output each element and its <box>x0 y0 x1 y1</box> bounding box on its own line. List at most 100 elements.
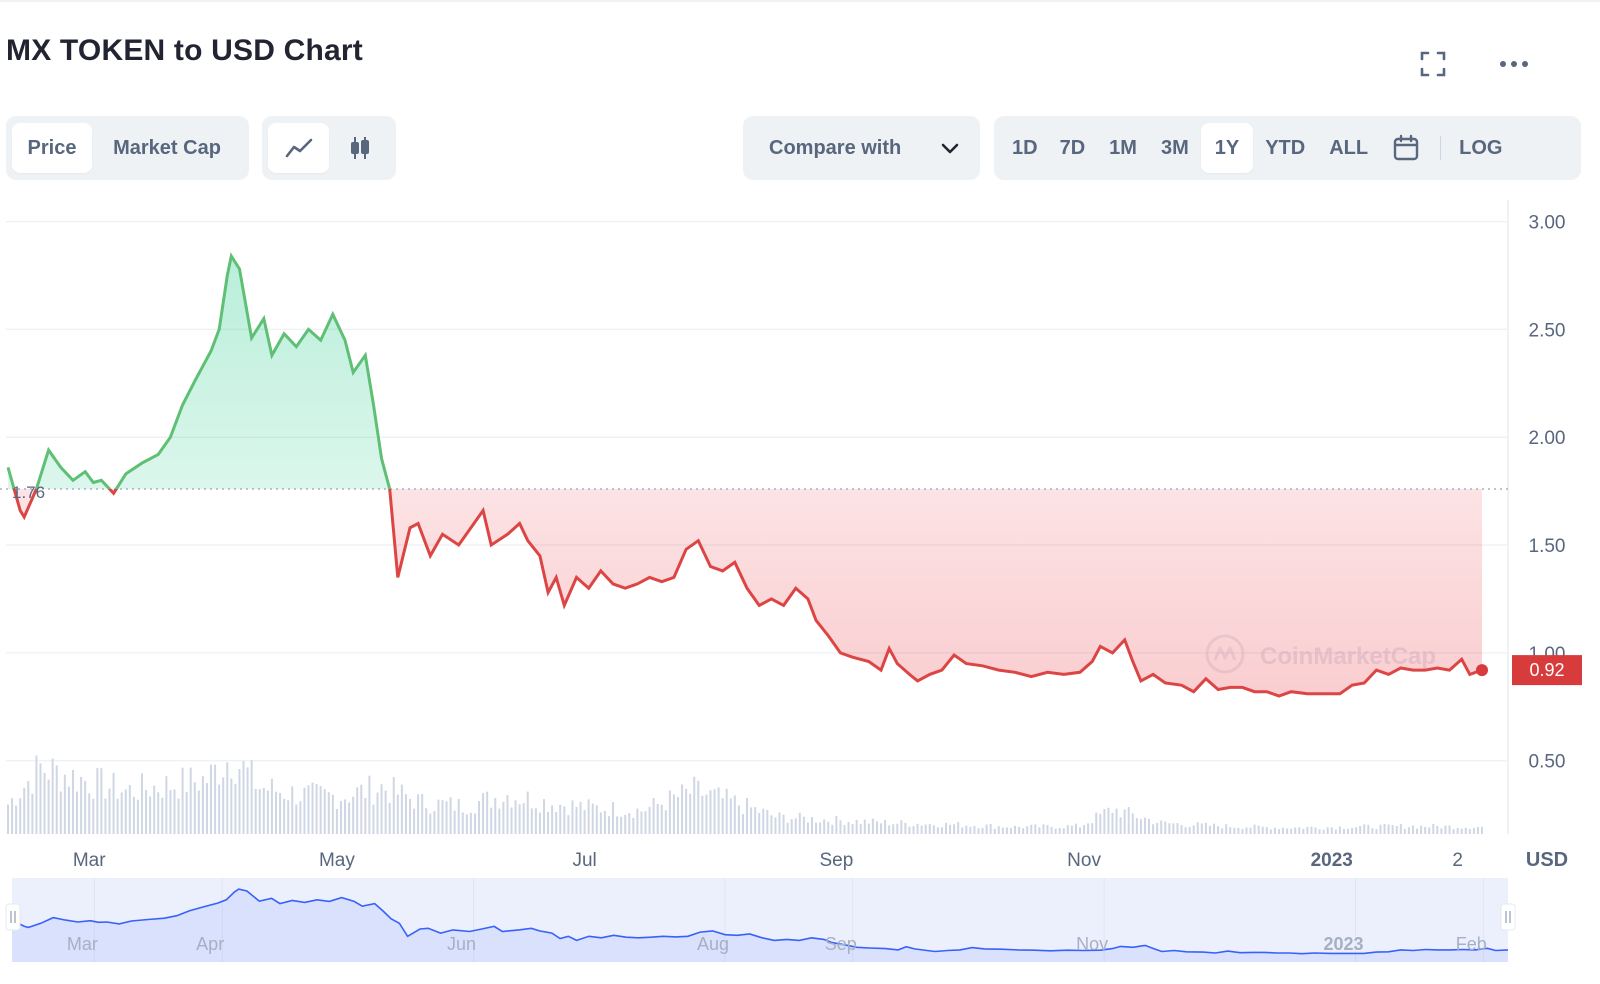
navigator-handle-left[interactable] <box>5 903 21 931</box>
volume-bar <box>802 816 805 834</box>
volume-bar <box>591 803 594 834</box>
volume-bar <box>1115 808 1118 834</box>
volume-bar <box>1424 827 1427 834</box>
volume-bar <box>1001 827 1004 834</box>
volume-bar <box>1261 826 1264 834</box>
range-3m[interactable]: 3M <box>1160 136 1189 159</box>
volume-bar <box>1180 824 1183 834</box>
volume-bar <box>993 828 996 834</box>
volume-bar <box>400 784 403 834</box>
tab-price[interactable]: Price <box>12 123 92 173</box>
volume-bar <box>1030 824 1033 834</box>
volume-bar <box>892 824 895 834</box>
volume-bar <box>543 799 545 834</box>
volume-bar <box>847 821 850 834</box>
compare-dropdown[interactable]: Compare with <box>743 116 980 180</box>
volume-bar <box>977 828 980 834</box>
volume-bar <box>957 822 960 834</box>
volume-bar <box>607 816 610 834</box>
volume-bar <box>67 786 70 834</box>
volume-bar <box>583 810 586 834</box>
range-1d[interactable]: 1D <box>1012 136 1038 159</box>
tab-market-cap[interactable]: Market Cap <box>113 136 221 159</box>
volume-bar <box>579 801 582 834</box>
volume-bar <box>1111 812 1114 834</box>
range-1m[interactable]: 1M <box>1109 136 1137 159</box>
volume-bar <box>210 764 213 834</box>
volume-bar <box>819 822 822 834</box>
volume-bar <box>896 823 899 834</box>
volume-bar <box>534 808 537 834</box>
volume-bar <box>750 807 753 834</box>
volume-bar <box>677 797 679 834</box>
volume-bar <box>494 798 497 834</box>
volume-bar <box>737 805 740 834</box>
volume-bar <box>132 796 135 834</box>
navigator-window[interactable] <box>12 878 1508 962</box>
y-tick-label: 2.00 <box>1529 428 1566 449</box>
volume-bar <box>307 785 310 834</box>
fullscreen-icon[interactable] <box>1413 44 1453 84</box>
volume-bar <box>1273 827 1276 834</box>
volume-bar <box>145 790 148 834</box>
volume-bar <box>1363 824 1366 834</box>
navigator-handle-right[interactable] <box>1500 903 1516 931</box>
volume-bar <box>1087 823 1090 834</box>
volume-bar <box>1070 825 1073 834</box>
volume-bar <box>859 823 862 834</box>
more-horizontal-icon[interactable] <box>1494 44 1534 84</box>
log-toggle[interactable]: LOG <box>1459 136 1503 159</box>
navigator-tick-label: Mar <box>67 934 98 954</box>
y-tick-labels: 0.50 1.00 1.50 2.00 2.50 3.00 <box>1529 213 1566 773</box>
candlestick-button[interactable] <box>329 123 390 173</box>
volume-bar <box>648 806 651 834</box>
volume-bar <box>880 823 883 834</box>
price-line-down <box>12 488 1483 698</box>
range-all[interactable]: ALL <box>1329 136 1369 159</box>
volume-bar <box>279 792 282 834</box>
volume-bar <box>254 788 257 834</box>
volume-bar <box>851 823 854 834</box>
volume-bar <box>384 790 387 834</box>
line-chart-button[interactable] <box>268 123 329 173</box>
volume-bar <box>953 824 956 834</box>
area-fill-down <box>8 488 1482 696</box>
gridlines <box>6 220 1508 762</box>
volume-bar <box>124 789 127 834</box>
volume-bar <box>599 812 602 834</box>
volume-bar <box>693 776 696 834</box>
y-tick-label: 0.50 <box>1529 752 1566 773</box>
range-7d[interactable]: 7D <box>1059 136 1086 159</box>
volume-bar <box>668 790 671 834</box>
volume-bar <box>1359 825 1362 834</box>
navigator-tick-label: 2023 <box>1323 934 1363 954</box>
volume-bar <box>571 800 574 834</box>
volume-bar <box>1156 822 1159 834</box>
volume-bar <box>1330 827 1333 834</box>
volume-bar <box>380 784 383 834</box>
volume-bar <box>1420 825 1423 834</box>
volume-bar <box>404 794 407 834</box>
volume-bar <box>863 819 866 834</box>
calendar-button[interactable] <box>1380 123 1432 173</box>
volume-bar <box>1383 823 1386 834</box>
volume-bar <box>636 808 639 834</box>
volume-bar <box>1172 823 1175 834</box>
volume-bar <box>116 798 119 834</box>
volume-bar <box>1042 824 1045 834</box>
volume-bar <box>811 817 813 834</box>
volume-bar <box>413 808 416 834</box>
volume-bar <box>908 826 911 834</box>
range-ytd[interactable]: YTD <box>1265 136 1306 159</box>
volume-bar <box>1286 828 1289 834</box>
volume-bar <box>985 824 988 834</box>
volume-bar <box>518 804 521 834</box>
range-1y[interactable]: 1Y <box>1200 123 1254 173</box>
volume-bar <box>234 783 237 834</box>
volume-bar <box>551 805 554 834</box>
x-tick-label: 2 <box>1452 850 1463 871</box>
volume-bar <box>1022 828 1025 834</box>
volume-bar <box>1253 824 1256 834</box>
volume-bar <box>392 777 395 834</box>
volume-bar <box>161 797 164 834</box>
